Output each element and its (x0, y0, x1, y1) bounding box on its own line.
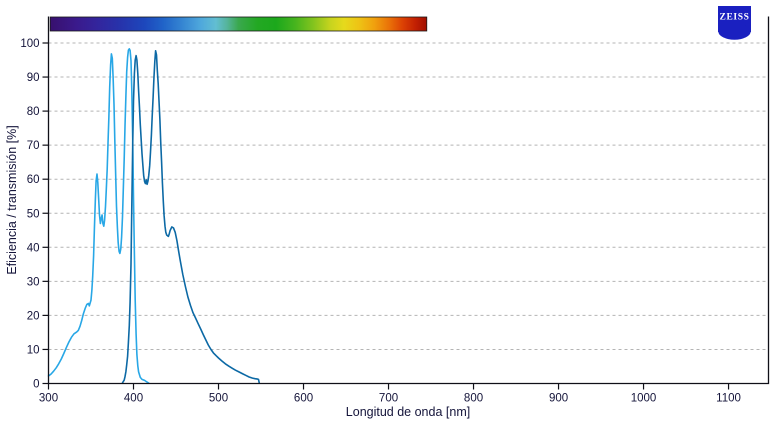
axis-frame (47, 16, 770, 385)
y-tick-label: 80 (27, 106, 40, 118)
spectrum-curves (47, 47, 261, 385)
y-tick-label: 70 (27, 140, 40, 152)
x-tick-label: 500 (209, 393, 228, 405)
y-tick-label: 30 (27, 276, 40, 288)
y-tick-label: 20 (27, 310, 40, 322)
y-tick-label: 50 (27, 208, 40, 220)
x-tick-label: 600 (294, 393, 313, 405)
zeiss-logo-lens-shape (718, 23, 751, 40)
x-axis-title: Longitud de onda [nm] (346, 405, 470, 419)
y-tick-label: 60 (27, 174, 40, 186)
zeiss-logo-text: ZEISS (720, 13, 750, 23)
x-tick-label: 700 (379, 393, 398, 405)
y-axis-title: Eficiencia / transmisión [%] (5, 125, 19, 274)
gridlines (48, 42, 769, 350)
y-tick-label: 10 (27, 344, 40, 356)
y-tick-label: 0 (33, 379, 39, 391)
y-tick-label: 100 (20, 38, 39, 50)
x-tick-label: 1100 (716, 393, 741, 405)
y-tick-label: 40 (27, 242, 40, 254)
zeiss-logo: ZEISS (718, 6, 751, 40)
axes (47, 16, 770, 385)
x-tick-label: 900 (549, 393, 568, 405)
curve-1-light-blue (47, 47, 150, 385)
x-tick-label: 300 (39, 393, 58, 405)
x-tick-label: 1000 (631, 393, 657, 405)
tick-labels: 0 10 20 30 40 50 60 70 80 90 100 300 400 500 600 700 800… (20, 38, 741, 405)
visible-spectrum-bar (49, 16, 428, 32)
x-tick-label: 800 (464, 393, 483, 405)
x-tick-label: 400 (124, 393, 143, 405)
tick-marks (42, 42, 730, 390)
curve-2-dark-blue (121, 49, 261, 385)
y-tick-label: 90 (27, 72, 40, 84)
